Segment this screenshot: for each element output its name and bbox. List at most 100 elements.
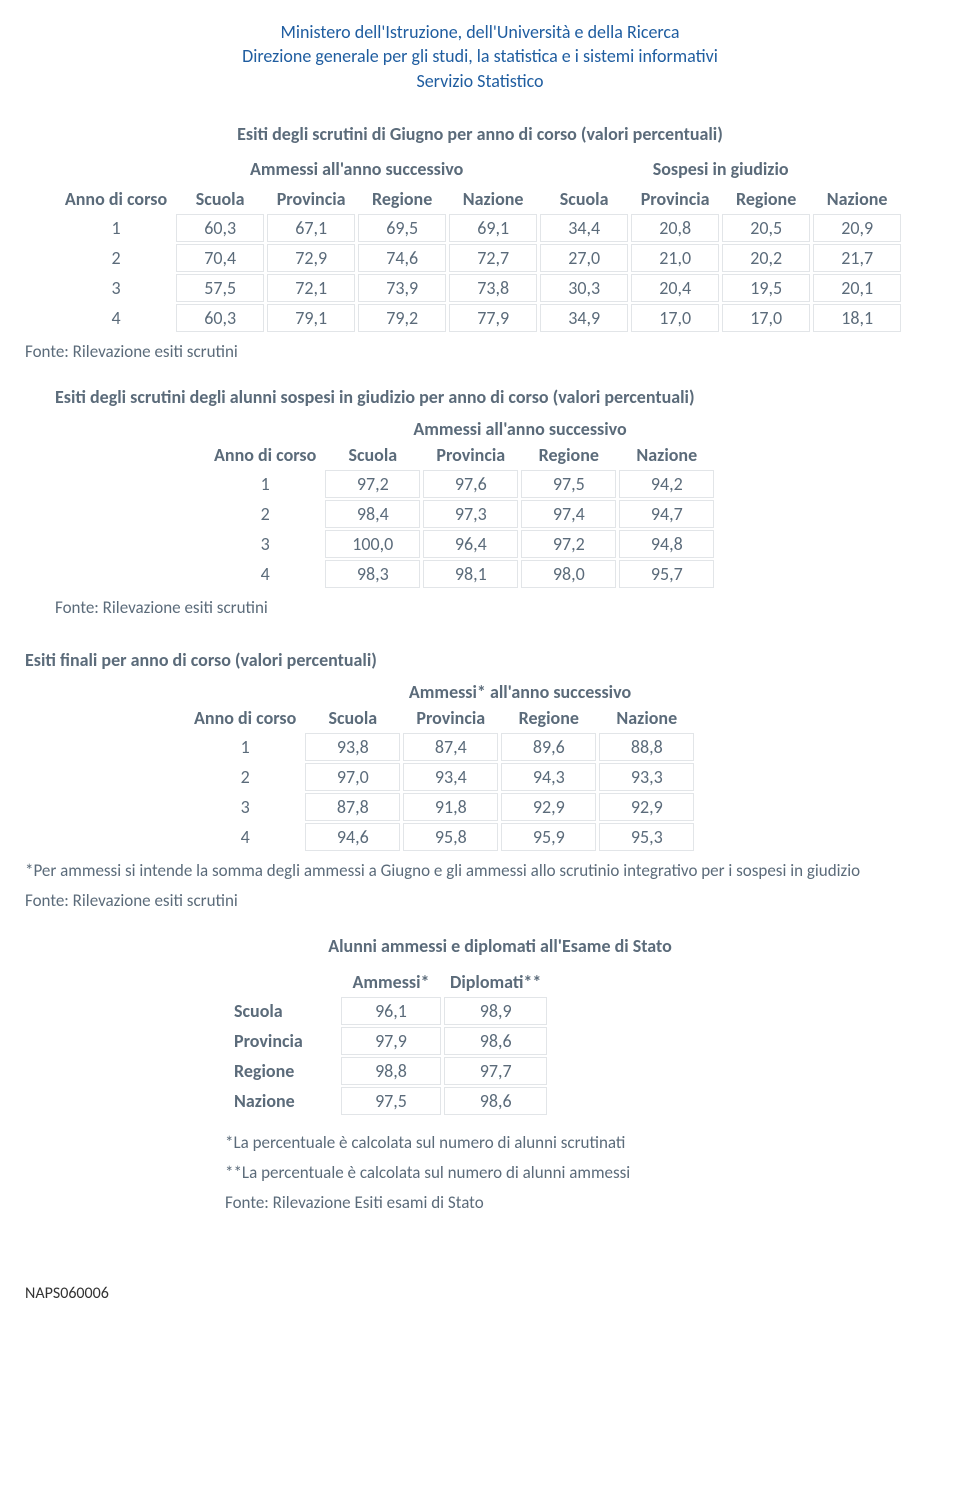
section1-group2: Sospesi in giudizio xyxy=(653,158,789,180)
section2-title: Esiti degli scrutini degli alunni sospes… xyxy=(55,386,935,408)
cell: 97,7 xyxy=(444,1057,547,1085)
table-row: 3 57,5 72,1 73,9 73,8 30,3 20,4 19,5 20,… xyxy=(59,274,901,302)
cell: 98,4 xyxy=(325,500,420,528)
cell: 92,9 xyxy=(599,793,694,821)
col-h: Regione xyxy=(521,442,616,468)
table-row: 4 94,6 95,8 95,9 95,3 xyxy=(188,823,694,851)
section1-source: Fonte: Rilevazione esiti scrutini xyxy=(25,340,935,364)
col-h: Provincia xyxy=(403,705,498,731)
col-h: Provincia xyxy=(631,186,719,212)
cell: 21,0 xyxy=(631,244,719,272)
cell: 98,0 xyxy=(521,560,616,588)
cell: 94,2 xyxy=(619,470,714,498)
cell: 97,2 xyxy=(521,530,616,558)
cell: 97,4 xyxy=(521,500,616,528)
cell: 72,1 xyxy=(267,274,355,302)
row-anno: 4 xyxy=(208,560,322,588)
section3-note: *Per ammessi si intende la somma degli a… xyxy=(25,859,935,883)
table-esame-stato: Ammessi* Diplomati** Scuola 96,1 98,9 Pr… xyxy=(225,967,550,1117)
col-h: Nazione xyxy=(619,442,714,468)
cell: 92,9 xyxy=(501,793,596,821)
cell: 20,8 xyxy=(631,214,719,242)
cell: 27,0 xyxy=(540,244,628,272)
cell: 72,9 xyxy=(267,244,355,272)
section2-group: Ammessi all'anno successivo xyxy=(105,418,935,440)
table-scrutini-giugno: Ammessi all'anno successivo Sospesi in g… xyxy=(56,155,904,334)
cell: 69,1 xyxy=(449,214,537,242)
row-anno: 2 xyxy=(208,500,322,528)
cell: 97,3 xyxy=(423,500,518,528)
row-label: Provincia xyxy=(228,1027,338,1055)
cell: 20,4 xyxy=(631,274,719,302)
cell: 93,8 xyxy=(305,733,400,761)
cell: 34,4 xyxy=(540,214,628,242)
section3-source: Fonte: Rilevazione esiti scrutini xyxy=(25,889,935,913)
cell: 94,3 xyxy=(501,763,596,791)
cell: 96,4 xyxy=(423,530,518,558)
cell: 72,7 xyxy=(449,244,537,272)
section4-note2: **La percentuale è calcolata sul numero … xyxy=(225,1161,935,1185)
cell: 57,5 xyxy=(176,274,264,302)
cell: 20,1 xyxy=(813,274,901,302)
cell: 98,3 xyxy=(325,560,420,588)
document-header: Ministero dell'Istruzione, dell'Universi… xyxy=(25,20,935,93)
cell: 97,2 xyxy=(325,470,420,498)
table-row: 2 97,0 93,4 94,3 93,3 xyxy=(188,763,694,791)
cell: 18,1 xyxy=(813,304,901,332)
cell: 98,6 xyxy=(444,1027,547,1055)
col-anno: Anno di corso xyxy=(59,186,173,212)
cell: 77,9 xyxy=(449,304,537,332)
row-anno: 1 xyxy=(188,733,302,761)
row-anno: 4 xyxy=(59,304,173,332)
row-anno: 1 xyxy=(208,470,322,498)
row-anno: 3 xyxy=(59,274,173,302)
cell: 19,5 xyxy=(722,274,810,302)
row-anno: 2 xyxy=(188,763,302,791)
col-h: Provincia xyxy=(267,186,355,212)
header-line-3: Servizio Statistico xyxy=(25,69,935,93)
cell: 34,9 xyxy=(540,304,628,332)
row-anno: 4 xyxy=(188,823,302,851)
cell: 73,8 xyxy=(449,274,537,302)
table-row: 1 60,3 67,1 69,5 69,1 34,4 20,8 20,5 20,… xyxy=(59,214,901,242)
col-h: Diplomati** xyxy=(444,969,547,995)
cell: 94,7 xyxy=(619,500,714,528)
section4-title: Alunni ammessi e diplomati all'Esame di … xyxy=(65,935,935,957)
cell: 91,8 xyxy=(403,793,498,821)
table-row: 1 93,8 87,4 89,6 88,8 xyxy=(188,733,694,761)
cell: 95,3 xyxy=(599,823,694,851)
cell: 97,5 xyxy=(341,1087,441,1115)
row-label: Scuola xyxy=(228,997,338,1025)
table-sospesi: Anno di corso Scuola Provincia Regione N… xyxy=(205,440,717,590)
cell: 94,8 xyxy=(619,530,714,558)
table-row: 2 70,4 72,9 74,6 72,7 27,0 21,0 20,2 21,… xyxy=(59,244,901,272)
col-h: Nazione xyxy=(813,186,901,212)
row-label: Regione xyxy=(228,1057,338,1085)
row-anno: 3 xyxy=(208,530,322,558)
row-anno: 2 xyxy=(59,244,173,272)
cell: 98,1 xyxy=(423,560,518,588)
col-h: Scuola xyxy=(305,705,400,731)
cell: 20,2 xyxy=(722,244,810,272)
section4-note1: *La percentuale è calcolata sul numero d… xyxy=(225,1131,935,1155)
table-row: 4 98,3 98,1 98,0 95,7 xyxy=(208,560,714,588)
section1-group1: Ammessi all'anno successivo xyxy=(250,158,463,180)
section3-group: Ammessi* all'anno successivo xyxy=(105,681,935,703)
cell: 20,5 xyxy=(722,214,810,242)
cell: 98,9 xyxy=(444,997,547,1025)
col-h: Nazione xyxy=(599,705,694,731)
section2-source: Fonte: Rilevazione esiti scrutini xyxy=(55,596,935,620)
cell: 17,0 xyxy=(631,304,719,332)
cell: 95,9 xyxy=(501,823,596,851)
cell: 20,9 xyxy=(813,214,901,242)
col-h: Ammessi* xyxy=(341,969,441,995)
cell: 79,1 xyxy=(267,304,355,332)
cell: 17,0 xyxy=(722,304,810,332)
cell: 69,5 xyxy=(358,214,446,242)
col-h: Provincia xyxy=(423,442,518,468)
cell: 94,6 xyxy=(305,823,400,851)
table-row: 3 100,0 96,4 97,2 94,8 xyxy=(208,530,714,558)
table-row: 3 87,8 91,8 92,9 92,9 xyxy=(188,793,694,821)
col-h: Regione xyxy=(722,186,810,212)
section4-source: Fonte: Rilevazione Esiti esami di Stato xyxy=(225,1191,935,1215)
